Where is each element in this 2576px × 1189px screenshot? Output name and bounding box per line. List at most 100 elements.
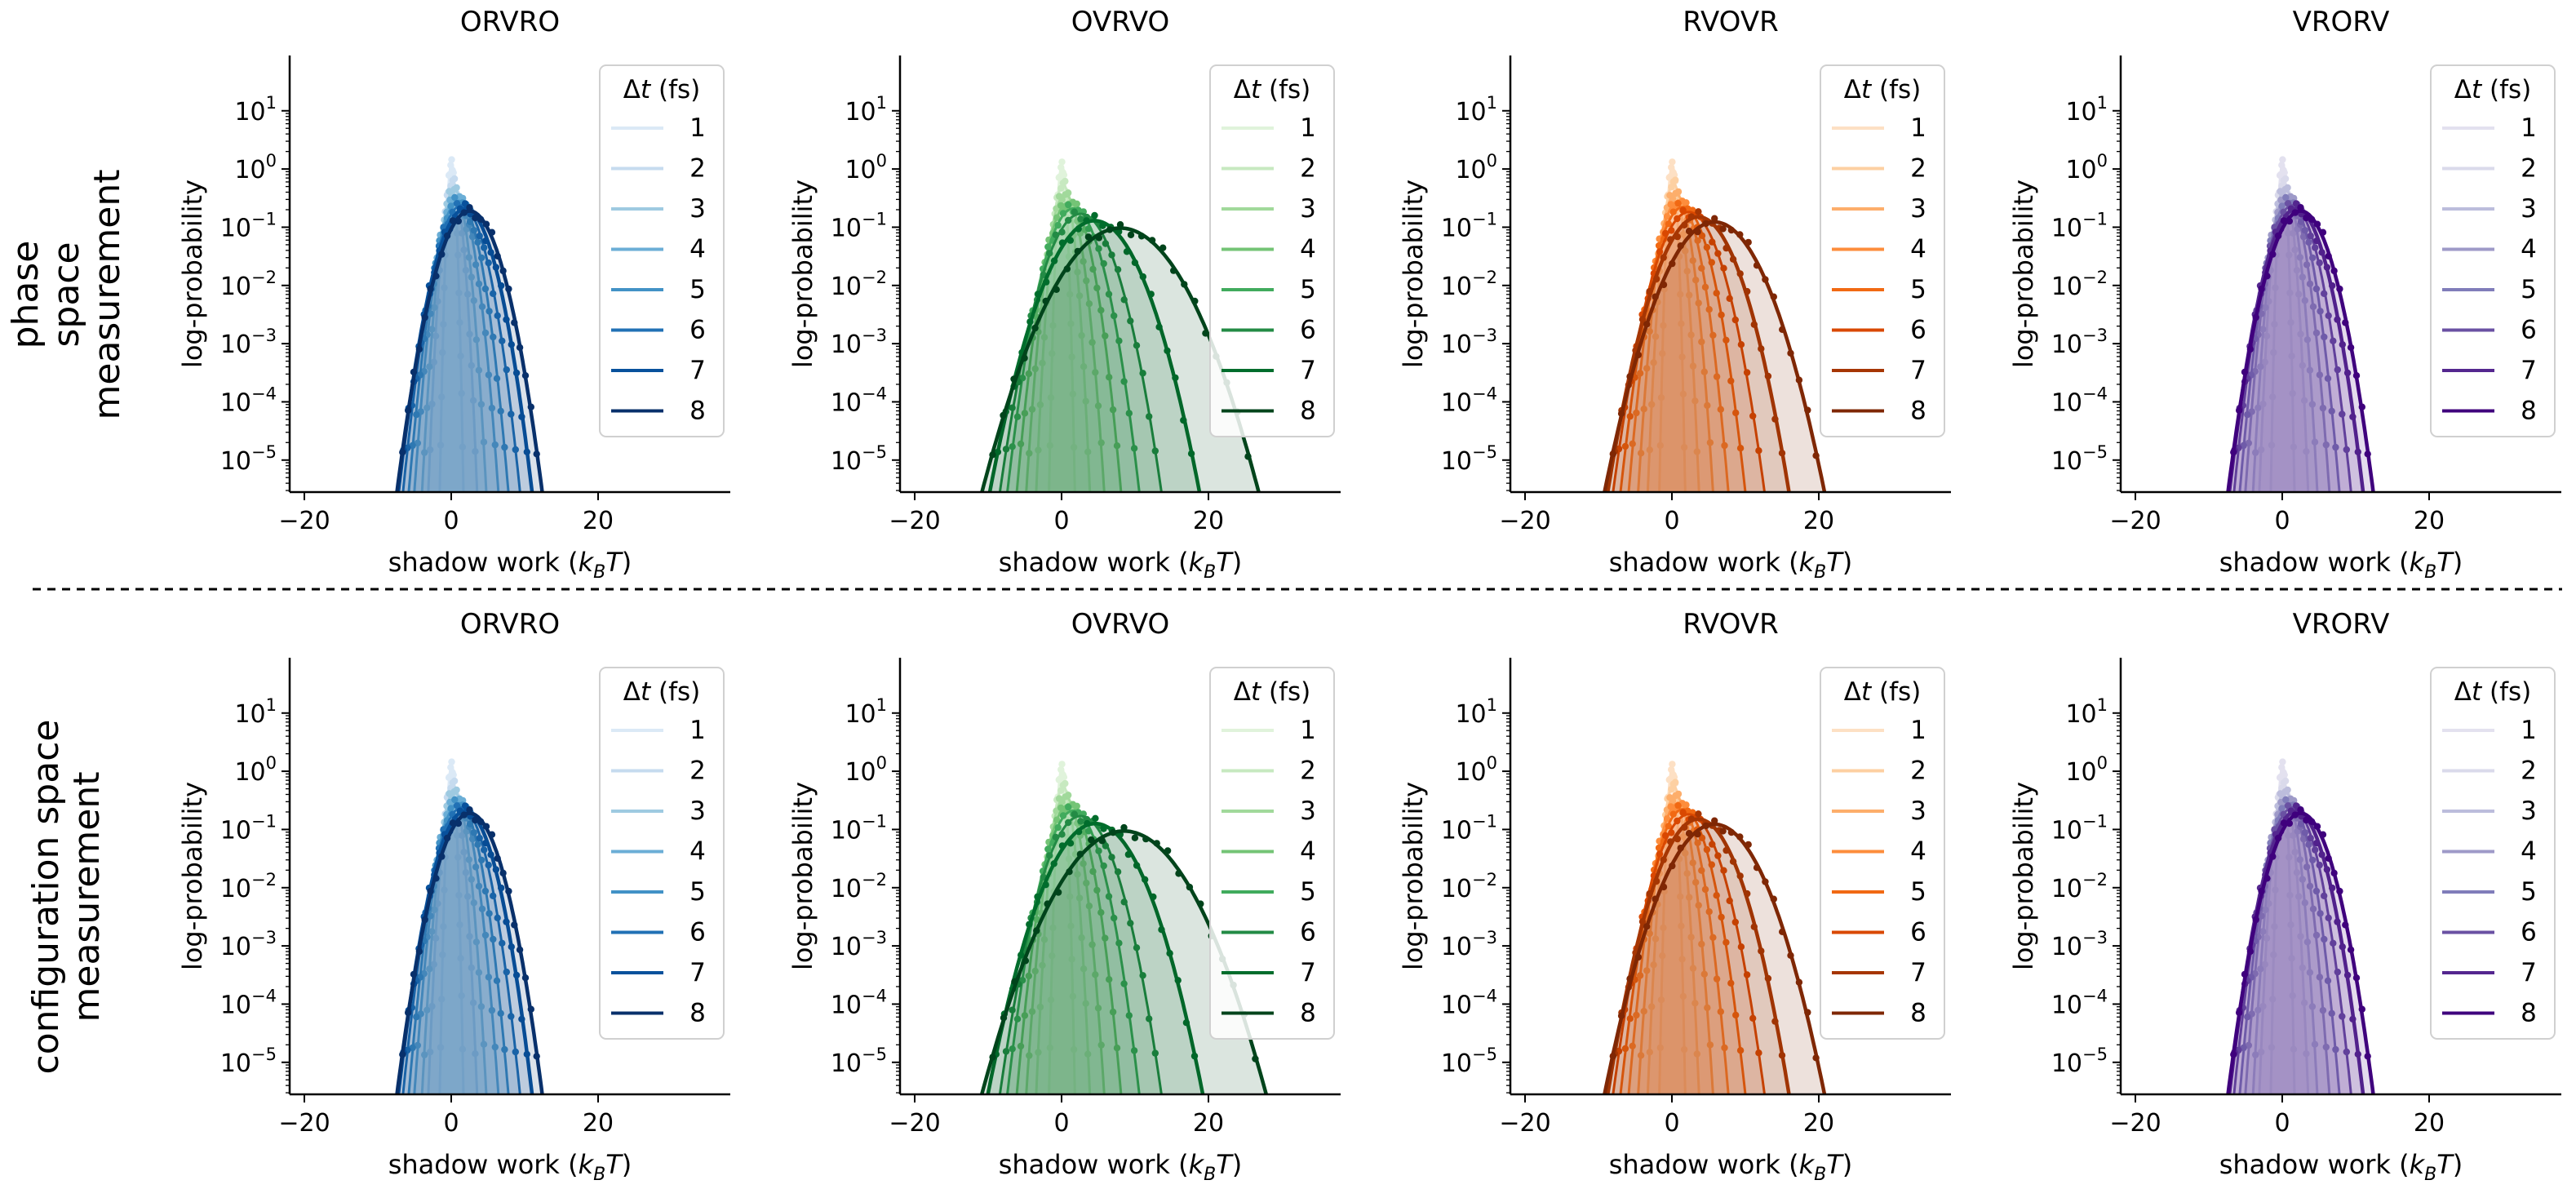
chart-panel: OVRVO 101 100 10−1 10−2 10−3 10−4 10−5 −20 0 20 sha… [787, 6, 1341, 583]
sample-point [438, 393, 446, 401]
sample-point [2313, 237, 2321, 245]
sample-point [1717, 1008, 1724, 1015]
sample-point [1000, 411, 1007, 419]
sample-point [439, 348, 446, 357]
sample-point [1713, 373, 1721, 380]
sample-point [465, 856, 472, 863]
chart-title: ORVRO [460, 6, 560, 38]
sample-point [2300, 999, 2308, 1007]
sample-point [1071, 208, 1079, 215]
sample-point [2303, 938, 2312, 946]
y-tick-label: 10−1 [831, 811, 887, 845]
legend-entry-label: 4 [2521, 837, 2537, 867]
sample-point [1682, 247, 1689, 255]
sample-point [2290, 832, 2297, 839]
y-tick-label: 10−2 [2051, 870, 2108, 903]
sample-point [2325, 914, 2332, 922]
sample-point [1634, 953, 1643, 961]
sample-point [1656, 1044, 1665, 1052]
sample-point [1714, 852, 1722, 859]
sample-point [1075, 225, 1082, 233]
legend-title: Δt (fs) [2454, 677, 2531, 707]
sample-point [1080, 258, 1087, 265]
sample-point [1669, 158, 1676, 166]
sample-point [1158, 926, 1165, 934]
x-axis-label: shadow work (kBT) [388, 547, 632, 583]
legend-entry-label: 4 [1910, 235, 1926, 264]
sample-point [1694, 830, 1701, 838]
sample-point [1723, 938, 1730, 947]
sample-point [1660, 322, 1667, 330]
legend-entry-label: 7 [1300, 356, 1316, 385]
sample-point [1137, 233, 1146, 240]
sample-point [1669, 862, 1676, 870]
sample-point [1670, 171, 1678, 179]
sample-point [1123, 248, 1131, 255]
sample-point [470, 297, 477, 304]
legend-entry-label: 6 [689, 918, 706, 947]
legend-entry-label: 8 [689, 397, 706, 426]
sample-point [421, 1051, 428, 1058]
y-axis-label: log-probability [177, 782, 208, 970]
sample-point [450, 169, 457, 176]
sample-point [1667, 838, 1674, 845]
sample-point [1720, 264, 1727, 272]
sample-point [1130, 1047, 1138, 1054]
y-tick-label: 10−5 [220, 1045, 277, 1078]
y-tick-label: 10−5 [831, 442, 887, 476]
sample-point [1656, 850, 1664, 858]
sample-point [2309, 254, 2317, 262]
sample-point [1035, 446, 1042, 454]
sample-point [1120, 378, 1128, 385]
sample-point [1678, 353, 1686, 361]
sample-point [1638, 918, 1647, 925]
sample-point [1729, 858, 1737, 865]
legend-entry-label: 7 [689, 958, 706, 987]
x-tick-label: 20 [583, 1109, 614, 1138]
sample-point [1660, 924, 1667, 932]
sample-point [494, 252, 501, 260]
sample-point [472, 261, 480, 268]
x-axis-label: shadow work (kBT) [999, 547, 1243, 583]
sample-point [2334, 968, 2341, 976]
sample-point [468, 964, 475, 972]
chart-title: OVRVO [1071, 6, 1170, 38]
sample-point [2285, 832, 2292, 839]
sample-point [1071, 810, 1079, 818]
sample-point [1000, 1014, 1008, 1022]
sample-point [1637, 1052, 1645, 1059]
sample-point [1026, 921, 1033, 928]
sample-point [503, 316, 510, 323]
sample-point [1703, 243, 1711, 251]
sample-point [1066, 237, 1075, 244]
sample-point [1687, 934, 1695, 941]
sample-point [1669, 260, 1676, 268]
sample-point [1698, 264, 1705, 272]
chart-panel: VRORV 101 100 10−1 10−2 10−3 10−4 10−5 −20 0 20 sha… [2008, 608, 2561, 1185]
sample-point [1661, 832, 1669, 840]
legend-entry-label: 4 [689, 235, 706, 264]
sample-point [1035, 291, 1042, 298]
sample-point [1102, 240, 1110, 247]
sample-point [1155, 323, 1163, 331]
sample-point [2352, 372, 2361, 379]
legend-entry-label: 1 [1910, 113, 1926, 143]
series-fill [2245, 196, 2330, 492]
x-tick-label: −20 [2109, 1109, 2161, 1138]
sample-point [1094, 402, 1102, 410]
y-tick-label: 10−2 [1441, 268, 1497, 301]
sample-point [1044, 900, 1051, 907]
sample-point [1002, 446, 1010, 453]
y-tick-label: 10−5 [220, 442, 277, 476]
sample-point [447, 805, 454, 812]
sample-point [1668, 786, 1675, 793]
sample-point [1657, 996, 1665, 1004]
sample-point [1663, 213, 1671, 220]
sample-point [1049, 924, 1057, 932]
sample-point [430, 358, 437, 366]
sample-point [1727, 377, 1735, 384]
sample-point [472, 863, 480, 871]
legend-entry-label: 5 [689, 275, 706, 304]
series-line [987, 219, 1202, 492]
sample-point [1660, 281, 1668, 289]
